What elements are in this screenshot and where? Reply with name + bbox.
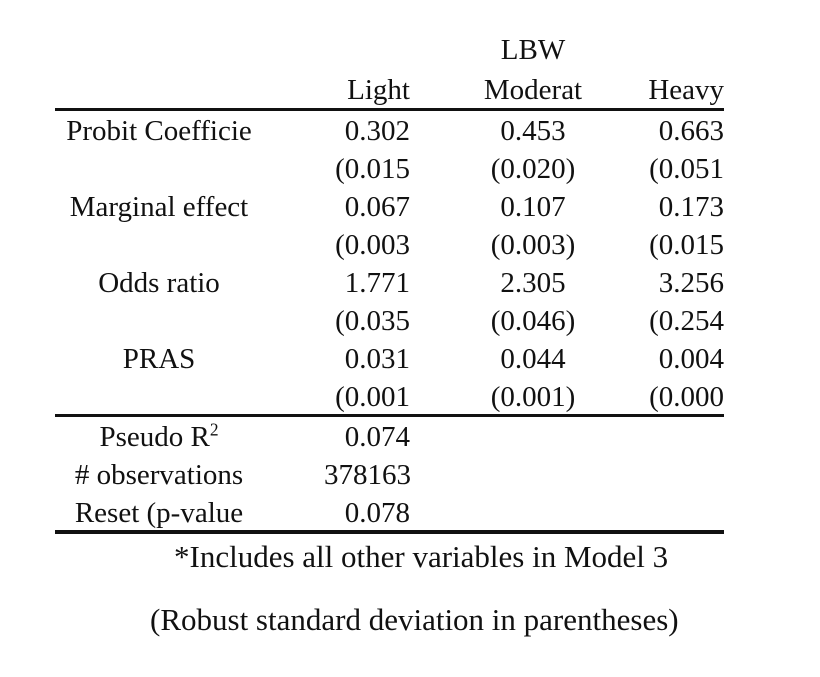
- table-cell-se: (0.001: [335, 381, 410, 413]
- group-header-lbw: LBW: [500, 34, 566, 66]
- table-cell: 0.031: [344, 343, 410, 375]
- table-cell: 2.305: [500, 267, 566, 299]
- row-label-pseudo-r2: Pseudo R2: [55, 419, 263, 455]
- table-cell-se: (0.015: [335, 153, 410, 185]
- row-label-odds-ratio: Odds ratio: [98, 267, 220, 299]
- bottom-rule: [55, 530, 724, 534]
- row-label-probit: Probit Coefficie: [66, 115, 252, 147]
- table-cell: 0.067: [344, 191, 410, 223]
- table-cell-se: (0.003): [490, 229, 576, 261]
- table-cell: 0.302: [344, 115, 410, 147]
- table-cell: 0.044: [500, 343, 566, 375]
- table-cell-se: (0.051: [649, 153, 724, 185]
- column-header-heavy: Heavy: [648, 74, 724, 106]
- table-cell: 0.663: [658, 115, 724, 147]
- table-cell-se: (0.003: [335, 229, 410, 261]
- table-cell: 3.256: [658, 267, 724, 299]
- table-cell: 0.004: [658, 343, 724, 375]
- footnote-robust: (Robust standard deviation in parenthese…: [150, 602, 679, 637]
- table-cell: 0.173: [658, 191, 724, 223]
- body-rule: [55, 414, 724, 417]
- row-label-marginal-effect: Marginal effect: [69, 191, 249, 223]
- table-cell-se: (0.254: [649, 305, 724, 337]
- row-label-pras: PRAS: [122, 343, 196, 375]
- table-cell-se: (0.001): [490, 381, 576, 413]
- table-cell: 0.078: [344, 497, 410, 529]
- table-cell-se: (0.046): [490, 305, 576, 337]
- table-cell: 0.453: [500, 115, 566, 147]
- table-cell: 378163: [324, 459, 410, 491]
- table-cell: 1.771: [344, 267, 410, 299]
- column-header-moderate: Moderat: [483, 74, 583, 106]
- table-cell-se: (0.035: [335, 305, 410, 337]
- table-cell-se: (0.020): [490, 153, 576, 185]
- table-cell: 0.107: [500, 191, 566, 223]
- table-cell-se: (0.000: [649, 381, 724, 413]
- row-label-reset: Reset (p-value: [74, 497, 244, 529]
- table-cell: 0.074: [344, 421, 410, 453]
- table-cell-se: (0.015: [649, 229, 724, 261]
- column-header-light: Light: [347, 74, 410, 106]
- superscript-2: 2: [209, 419, 219, 440]
- header-rule: [55, 108, 724, 111]
- footnote-model: *Includes all other variables in Model 3: [174, 539, 669, 574]
- row-label-observations: # observations: [74, 459, 244, 491]
- pseudo-r-label: Pseudo R: [99, 421, 210, 453]
